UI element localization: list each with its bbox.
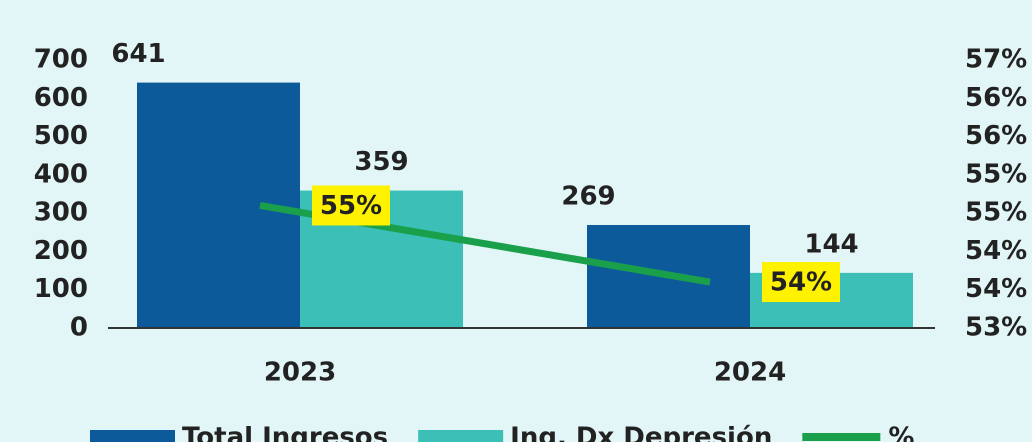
- y2-tick-label: 53%: [965, 313, 1027, 343]
- y-tick-label: 300: [34, 198, 88, 228]
- legend-swatch: [418, 430, 504, 442]
- legend-label: Total Ingresos: [182, 423, 388, 442]
- y2-tick-label: 55%: [965, 159, 1027, 189]
- label-box: [762, 262, 840, 303]
- y2-tick-label: 54%: [965, 274, 1027, 304]
- y2-tick-label: 56%: [965, 121, 1027, 151]
- y-tick-label: 400: [34, 159, 88, 189]
- y-tick-label: 700: [34, 45, 88, 75]
- legend-swatch: [802, 433, 881, 441]
- x-tick-label: 2023: [264, 358, 336, 388]
- y2-tick-label: 54%: [965, 236, 1027, 266]
- line-label: 55%: [320, 191, 382, 221]
- y2-tick-label: 57%: [965, 45, 1027, 75]
- data-label: 359: [354, 147, 408, 177]
- legend-swatch: [90, 430, 175, 442]
- label-box: [312, 185, 390, 226]
- x-tick-label: 2024: [714, 358, 786, 388]
- y-tick-label: 200: [34, 236, 88, 266]
- legend-label: Ing. Dx Depresión: [510, 423, 772, 442]
- y-tick-label: 0: [70, 313, 88, 343]
- line-label: 54%: [770, 268, 832, 298]
- y2-tick-label: 56%: [965, 83, 1027, 113]
- data-label: 144: [804, 229, 858, 259]
- y-tick-label: 500: [34, 121, 88, 151]
- y2-tick-label: 55%: [965, 198, 1027, 228]
- y-tick-label: 600: [34, 83, 88, 113]
- y-tick-label: 100: [34, 274, 88, 304]
- data-label: 269: [561, 182, 615, 212]
- legend-label: %: [888, 423, 914, 442]
- data-label: 641: [111, 39, 165, 69]
